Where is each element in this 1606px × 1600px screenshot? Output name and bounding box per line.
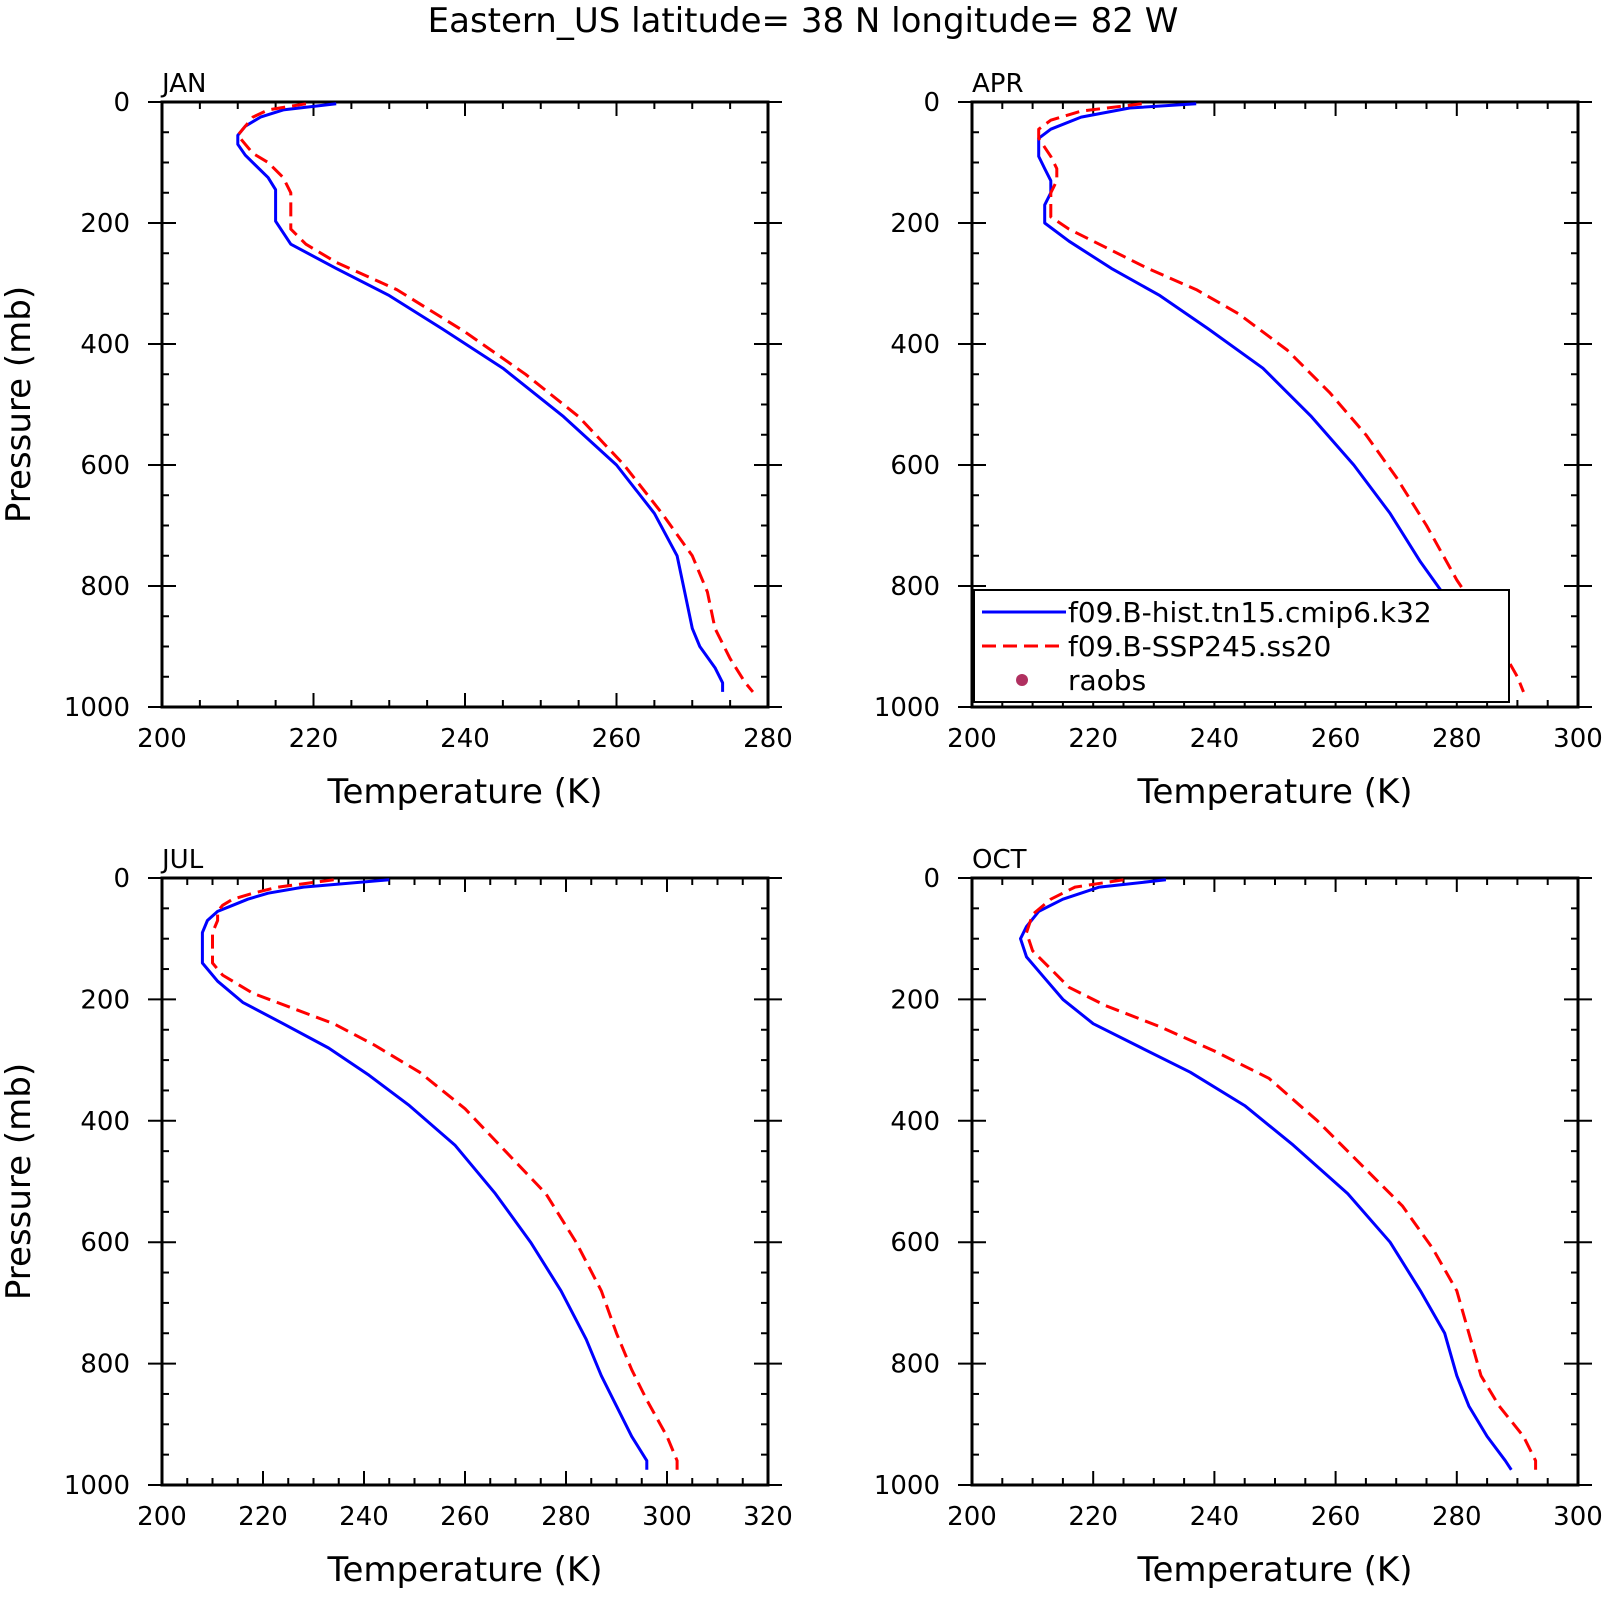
x-tick-label: 320 xyxy=(743,1502,793,1532)
x-tick-label: 240 xyxy=(339,1502,389,1532)
x-axis-label: Temperature (K) xyxy=(326,1550,602,1590)
figure-title: Eastern_US latitude= 38 N longitude= 82 … xyxy=(428,1,1179,41)
legend-label: f09.B-SSP245.ss20 xyxy=(1068,630,1331,663)
y-axis-label: Pressure (mb) xyxy=(0,286,39,523)
y-tick-label: 0 xyxy=(113,864,130,894)
x-tick-label: 280 xyxy=(1432,724,1482,754)
y-tick-label: 600 xyxy=(890,451,940,481)
panel-title-oct: OCT xyxy=(972,845,1027,875)
legend-box xyxy=(973,589,1510,703)
y-tick-label: 400 xyxy=(890,1107,940,1137)
x-tick-label: 200 xyxy=(137,1502,187,1532)
x-tick-label: 260 xyxy=(1311,724,1361,754)
y-tick-label: 400 xyxy=(890,330,940,360)
x-tick-label: 220 xyxy=(1068,1502,1118,1532)
legend: f09.B-hist.tn15.cmip6.k32f09.B-SSP245.ss… xyxy=(973,589,1510,703)
x-tick-label: 200 xyxy=(947,1502,997,1532)
ssp245-line-jan xyxy=(236,102,755,693)
y-axis-label: Pressure (mb) xyxy=(0,1063,39,1300)
y-tick-label: 800 xyxy=(890,572,940,602)
panel-jul: JUL 200 220 240 260 280 300 320 0 200 400 600 800 100… xyxy=(0,845,793,1590)
panel-title-jul: JUL xyxy=(160,845,204,875)
panel-apr: APR 200 220 240 260 280 300 0 200 400 600 800 1000 Te… xyxy=(874,69,1603,812)
x-tick-label: 220 xyxy=(289,724,339,754)
y-tick-label: 600 xyxy=(890,1228,940,1258)
legend-marker-raobs xyxy=(1016,674,1028,686)
x-tick-label: 260 xyxy=(440,1502,490,1532)
y-tick-label: 800 xyxy=(80,572,130,602)
x-tick-label: 220 xyxy=(238,1502,288,1532)
x-tick-label: 300 xyxy=(642,1502,692,1532)
ssp245-line-jul xyxy=(211,878,679,1470)
panel-title-apr: APR xyxy=(972,69,1024,99)
y-tick-label: 800 xyxy=(80,1350,130,1380)
x-axis-label: Temperature (K) xyxy=(326,772,602,812)
x-tick-label: 280 xyxy=(743,724,793,754)
plot-frame xyxy=(160,876,770,1487)
panels: JAN 200 220 240 260 280 0 200 400 600 800 1000 Tempe… xyxy=(0,69,1603,1590)
x-tick-label: 200 xyxy=(947,724,997,754)
y-tick-label: 0 xyxy=(923,864,940,894)
y-tick-label: 600 xyxy=(80,451,130,481)
y-tick-label: 0 xyxy=(923,88,940,118)
x-axis-label: Temperature (K) xyxy=(1136,772,1412,812)
y-tick-label: 400 xyxy=(80,330,130,360)
hist-line-oct xyxy=(1019,878,1513,1471)
x-tick-label: 240 xyxy=(440,724,490,754)
y-tick-label: 1000 xyxy=(64,693,130,723)
legend-label: raobs xyxy=(1068,664,1146,697)
panel-title-jan: JAN xyxy=(160,69,206,99)
hist-line-jan xyxy=(236,102,725,692)
y-tick-label: 400 xyxy=(80,1107,130,1137)
panel-oct: OCT 200 220 240 260 280 300 0 200 400 600 800 1000 Te… xyxy=(874,845,1603,1590)
plot-frame xyxy=(160,100,770,709)
x-tick-label: 300 xyxy=(1553,724,1603,754)
plot-frame xyxy=(970,876,1580,1487)
y-tick-label: 200 xyxy=(890,985,940,1015)
y-tick-label: 200 xyxy=(80,985,130,1015)
ssp245-line-oct xyxy=(1025,878,1538,1470)
y-tick-label: 1000 xyxy=(64,1471,130,1501)
y-tick-label: 0 xyxy=(113,88,130,118)
y-tick-label: 1000 xyxy=(874,1471,940,1501)
x-axis-label: Temperature (K) xyxy=(1136,1550,1412,1590)
ssp245-line-apr xyxy=(1037,102,1525,693)
y-tick-label: 800 xyxy=(890,1350,940,1380)
hist-line-jul xyxy=(200,878,649,1470)
y-tick-label: 600 xyxy=(80,1228,130,1258)
panel-jan: JAN 200 220 240 260 280 0 200 400 600 800 1000 Tempe… xyxy=(0,69,793,812)
y-tick-label: 200 xyxy=(890,209,940,239)
x-tick-label: 200 xyxy=(137,724,187,754)
y-tick-label: 200 xyxy=(80,209,130,239)
x-tick-label: 280 xyxy=(1432,1502,1482,1532)
x-tick-label: 260 xyxy=(1311,1502,1361,1532)
x-tick-label: 280 xyxy=(541,1502,591,1532)
x-tick-label: 260 xyxy=(592,724,642,754)
x-tick-label: 240 xyxy=(1190,1502,1240,1532)
x-tick-label: 240 xyxy=(1190,724,1240,754)
legend-label: f09.B-hist.tn15.cmip6.k32 xyxy=(1068,596,1432,629)
y-tick-label: 1000 xyxy=(874,693,940,723)
x-tick-label: 300 xyxy=(1553,1502,1603,1532)
x-tick-label: 220 xyxy=(1068,724,1118,754)
